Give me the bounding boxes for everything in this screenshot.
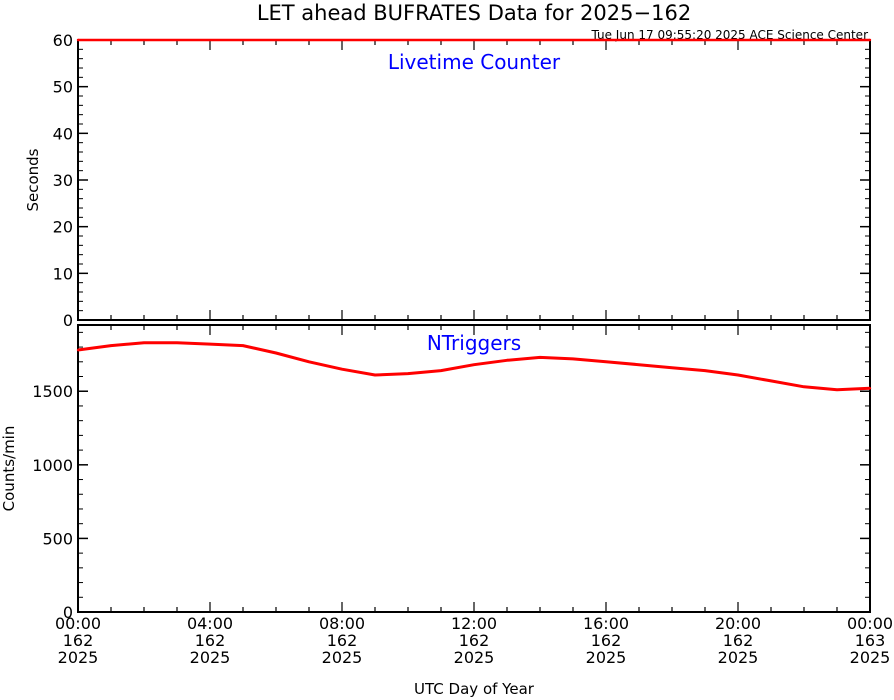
livetime-data-point [76,38,80,42]
livetime-plot-frame [77,39,871,321]
x-tick-year-label: 2025 [718,648,759,667]
x-tick-time-label: 12:00 [451,614,497,633]
ntriggers-data-point [373,373,377,377]
ntriggers-panel: 0 500 1000 1500 Counts/min NTriggers [0,324,872,622]
x-tick-time-label: 16:00 [583,614,629,633]
livetime-y-axis-label: Seconds [24,148,42,211]
x-tick-year-label: 2025 [190,648,231,667]
ntriggers-ytick-label: 1000 [32,456,73,475]
livetime-data-point [868,38,872,42]
ntriggers-data-point [637,363,641,366]
livetime-ytick-label: 60 [53,31,73,50]
x-tick-time-label: 08:00 [319,614,365,633]
x-tick-doy-label: 162 [195,631,226,650]
ntriggers-data-point [175,341,179,344]
x-tick-doy-label: 162 [723,631,754,650]
ntriggers-data-point [703,369,707,372]
ntriggers-ytick-label: 0 [63,603,73,622]
x-tick-time-label: 20:00 [715,614,761,633]
ntriggers-data-point [868,387,872,390]
livetime-ytick-label: 40 [53,124,73,143]
ntriggers-data-point [802,385,806,389]
ntriggers-y-axis-label: Counts/min [0,426,18,512]
ntriggers-ytick-label: 500 [42,529,73,548]
x-tick-time-label: 04:00 [187,614,233,633]
x-tick-year-label: 2025 [58,648,99,667]
livetime-ytick-label: 30 [53,171,73,190]
livetime-ytick-label: 50 [53,78,73,97]
ntriggers-data-point [835,388,839,391]
ntriggers-data-point [670,366,674,369]
livetime-panel: 0 10 20 30 40 50 60 Seconds Livetime Counter [24,31,872,330]
x-axis-tick-labels: 00:00162202504:00162202508:00162202512:0… [55,614,893,667]
ntriggers-data-point [736,373,740,377]
ntriggers-data-point [406,372,410,375]
x-tick-doy-label: 163 [855,631,886,650]
x-tick-year-label: 2025 [850,648,891,667]
x-tick-doy-label: 162 [327,631,358,650]
ntriggers-data-point [109,344,113,347]
ntriggers-data-point [604,360,608,363]
ntriggers-ytick-label: 1500 [32,382,73,401]
ntriggers-plot-frame [77,324,871,613]
ntriggers-data-point [208,342,212,346]
ntriggers-data-point [241,344,245,347]
ntriggers-data-point [472,363,476,366]
ntriggers-data-point [439,369,443,372]
x-tick-time-label: 00:00 [55,614,101,633]
x-tick-doy-label: 162 [63,631,94,650]
chart-title: LET ahead BUFRATES Data for 2025−162 [257,1,691,25]
ntriggers-panel-label: NTriggers [427,331,521,355]
generation-timestamp: Tue Jun 17 09:55:20 2025 ACE Science Cen… [590,28,868,42]
x-tick-year-label: 2025 [322,648,363,667]
ntriggers-data-point [76,348,80,352]
x-tick-doy-label: 162 [591,631,622,650]
ntriggers-data-point [274,351,278,355]
livetime-panel-label: Livetime Counter [388,50,561,74]
x-tick-year-label: 2025 [454,648,495,667]
livetime-ytick-label: 0 [63,311,73,330]
x-tick-time-label: 00:00 [847,614,893,633]
livetime-ytick-label: 20 [53,218,73,237]
ntriggers-data-point [505,359,509,362]
x-tick-doy-label: 162 [459,631,490,650]
ntriggers-data-point [340,367,344,371]
ntriggers-data-point [571,357,575,361]
ntriggers-data-point [307,360,311,363]
ntriggers-data-point [769,379,773,383]
ntriggers-data-point [142,341,146,344]
x-axis-label: UTC Day of Year [414,680,535,698]
livetime-ytick-label: 10 [53,264,73,283]
ntriggers-data-point [538,356,542,359]
x-tick-year-label: 2025 [586,648,627,667]
